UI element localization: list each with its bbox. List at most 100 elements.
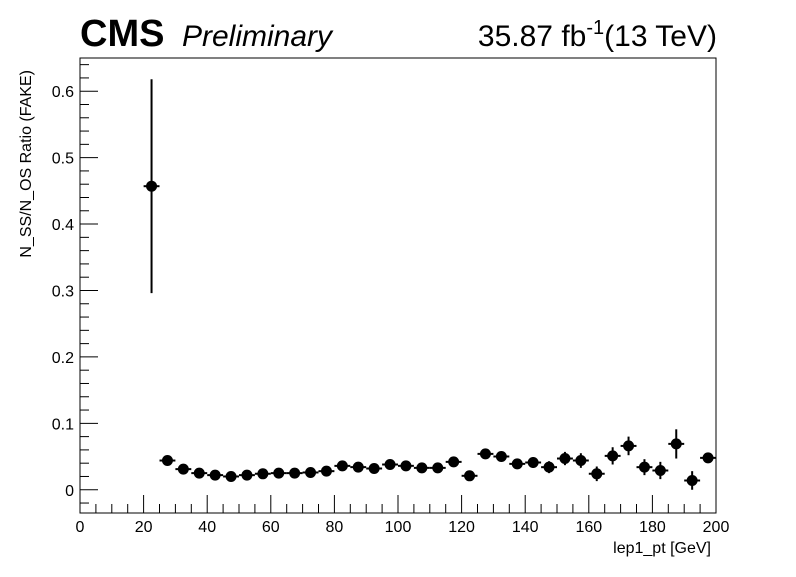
data-point (493, 451, 510, 463)
y-tick-label: 0.6 (52, 84, 74, 101)
point-marker (320, 465, 332, 477)
data-point (557, 451, 573, 466)
data-point (143, 79, 160, 294)
data-point (254, 468, 271, 480)
x-axis-title: lep1_pt [GeV] (613, 540, 711, 557)
point-marker (511, 458, 523, 470)
experiment-label: CMS (80, 13, 164, 55)
point-marker (400, 460, 412, 472)
point-marker (543, 461, 555, 473)
point-marker (670, 438, 682, 450)
data-point (175, 463, 192, 475)
lumi-energy: (13 TeV) (604, 20, 717, 53)
data-point (588, 466, 605, 482)
x-tick-label: 0 (76, 519, 85, 536)
data-point (239, 469, 255, 481)
point-marker (638, 461, 650, 473)
lumi-label: 35.87 fb-1(13 TeV) (478, 17, 717, 53)
data-point (652, 461, 669, 480)
data-point (509, 458, 526, 470)
x-tick-label: 140 (512, 519, 539, 536)
y-tick-label: 0.1 (52, 416, 74, 433)
y-axis: 0 0.1 0.2 0.3 0.4 0.5 0.6 (52, 64, 98, 504)
x-axis: 0 20 40 60 80 100 120 140 160 180 200 (76, 495, 730, 536)
data-point (191, 467, 208, 479)
x-tick-label: 100 (385, 519, 412, 536)
status-label: Preliminary (182, 20, 334, 53)
point-marker (654, 464, 666, 476)
x-tick-label: 60 (262, 519, 280, 536)
point-marker (289, 467, 301, 479)
point-marker (432, 462, 444, 474)
point-marker (257, 468, 269, 480)
x-tick-label: 80 (326, 519, 344, 536)
data-point (684, 471, 701, 490)
data-point (525, 457, 542, 469)
data-point (223, 470, 239, 482)
point-marker (527, 457, 539, 469)
point-marker (305, 466, 317, 478)
point-marker (702, 452, 714, 464)
data-point (366, 462, 383, 474)
data-point (207, 469, 224, 481)
x-tick-label: 180 (639, 519, 666, 536)
data-point (334, 460, 351, 472)
y-axis-title: N_SS/N_OS Ratio (FAKE) (18, 70, 35, 258)
y-tick-label: 0 (65, 483, 74, 500)
point-marker (607, 450, 619, 462)
point-marker (384, 459, 396, 471)
point-marker (146, 180, 158, 192)
x-tick-label: 160 (575, 519, 602, 536)
point-marker (686, 474, 698, 486)
data-point (668, 429, 685, 459)
point-marker (591, 468, 603, 480)
point-marker (559, 453, 571, 465)
data-point (302, 466, 319, 478)
point-marker (352, 461, 364, 473)
point-marker (177, 463, 189, 475)
data-point (413, 462, 430, 474)
data-point (700, 452, 716, 464)
data-point (398, 460, 414, 472)
point-marker (479, 448, 491, 460)
y-tick-label: 0.2 (52, 350, 74, 367)
point-marker (575, 455, 587, 467)
plot-frame (79, 57, 717, 514)
x-tick-label: 120 (448, 519, 475, 536)
data-point (636, 459, 653, 476)
data-point (572, 453, 589, 468)
lumi-value: 35.87 fb (478, 20, 586, 53)
point-marker (161, 455, 173, 467)
data-point (541, 461, 557, 474)
data-point (461, 470, 478, 482)
point-marker (241, 469, 253, 481)
point-marker (623, 440, 635, 452)
data-point (604, 447, 621, 465)
point-marker (448, 456, 460, 468)
data-point (445, 456, 462, 468)
y-tick-label: 0.4 (52, 217, 74, 234)
point-marker (193, 467, 205, 479)
lumi-exponent: -1 (586, 17, 604, 39)
data-point (620, 436, 637, 456)
point-marker (495, 451, 507, 463)
point-marker (225, 470, 237, 482)
data-point (270, 467, 287, 479)
data-point (350, 461, 367, 473)
point-marker (273, 467, 285, 479)
point-marker (464, 470, 476, 482)
data-point (477, 448, 494, 460)
data-point (429, 462, 446, 474)
x-tick-label: 200 (703, 519, 730, 536)
data-point (382, 459, 398, 471)
x-tick-label: 40 (198, 519, 216, 536)
y-tick-label: 0.5 (52, 151, 74, 168)
data-points (143, 79, 716, 490)
y-tick-label: 0.3 (52, 283, 74, 300)
point-marker (416, 462, 428, 474)
data-point (159, 455, 176, 467)
point-marker (368, 462, 380, 474)
point-marker (209, 469, 221, 481)
data-point (286, 467, 303, 479)
